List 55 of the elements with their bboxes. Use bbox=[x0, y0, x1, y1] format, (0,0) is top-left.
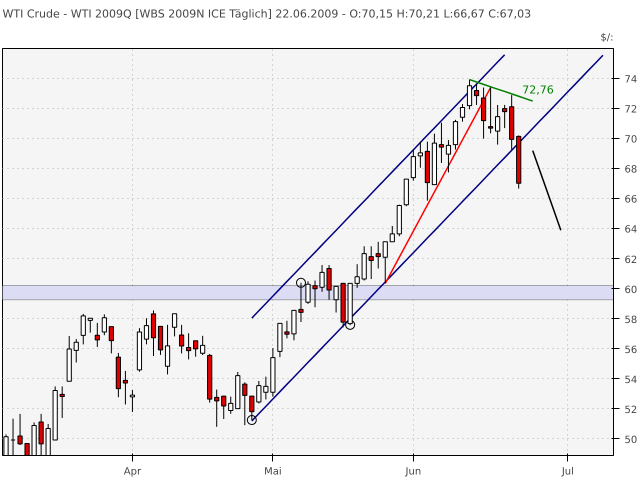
candlestick bbox=[144, 318, 150, 345]
point bbox=[246, 415, 257, 426]
y-tick-label: 60 bbox=[624, 284, 638, 296]
candlestick bbox=[410, 148, 416, 182]
y-tick-label: 74 bbox=[624, 74, 638, 86]
y-tick-label: 58 bbox=[624, 314, 638, 326]
y-tick-label: 64 bbox=[624, 224, 638, 236]
x-tick-label: Jun bbox=[404, 466, 422, 478]
candlestick bbox=[164, 324, 170, 375]
point bbox=[345, 320, 356, 330]
candlestick bbox=[466, 79, 472, 110]
y-tick-label: 62 bbox=[624, 254, 638, 266]
candlestick bbox=[178, 324, 184, 354]
line-series bbox=[384, 86, 492, 284]
y-tick-label: 72 bbox=[624, 104, 638, 116]
candlestick bbox=[474, 84, 480, 106]
candlestick bbox=[24, 442, 30, 456]
candlestick bbox=[291, 310, 297, 341]
candlestick bbox=[158, 326, 164, 356]
line-series bbox=[251, 54, 604, 422]
y-tick-label: 68 bbox=[624, 164, 638, 176]
candlestick bbox=[150, 310, 156, 357]
candlestick bbox=[460, 104, 466, 122]
x-tick-label: Mai bbox=[264, 466, 282, 478]
candlestick bbox=[172, 313, 178, 337]
y-tick-label: 56 bbox=[624, 344, 638, 356]
candlestick bbox=[193, 340, 198, 358]
y-tick-label: 70 bbox=[624, 134, 638, 146]
candlestick bbox=[284, 320, 290, 339]
line-series bbox=[251, 54, 506, 319]
candlestick bbox=[495, 104, 500, 146]
chart-title: WTI Crude - WTI 2009Q [WBS 2009N ICE Täglich] 22.06.2009 - O:70,15 H:70,21 L:66,67 C:67,03 bbox=[2, 8, 532, 20]
line-series bbox=[532, 150, 562, 231]
candlestick bbox=[200, 335, 206, 356]
y-tick-label: 50 bbox=[624, 434, 638, 446]
y-tick-label: 66 bbox=[624, 194, 638, 206]
candlestick bbox=[480, 87, 486, 140]
x-tick-label: Apr bbox=[124, 466, 142, 478]
x-tick-label: Jul bbox=[560, 466, 574, 478]
candlestick bbox=[94, 322, 100, 348]
candlestick bbox=[488, 87, 494, 134]
candlestick bbox=[17, 413, 23, 446]
candlestick bbox=[130, 390, 136, 412]
candlestick bbox=[122, 370, 128, 405]
candlestick bbox=[186, 332, 192, 360]
candlestick bbox=[263, 376, 268, 400]
candlestick bbox=[446, 140, 452, 173]
y-axis-title: $/: bbox=[600, 32, 614, 44]
candlestick bbox=[452, 119, 458, 150]
candlestick bbox=[38, 413, 44, 456]
y-tick-label: 52 bbox=[624, 404, 638, 416]
y-tick-label: 54 bbox=[624, 374, 638, 386]
candlestick bbox=[418, 141, 423, 168]
candlestick bbox=[438, 122, 444, 164]
annotation: 72,76 bbox=[522, 83, 554, 96]
